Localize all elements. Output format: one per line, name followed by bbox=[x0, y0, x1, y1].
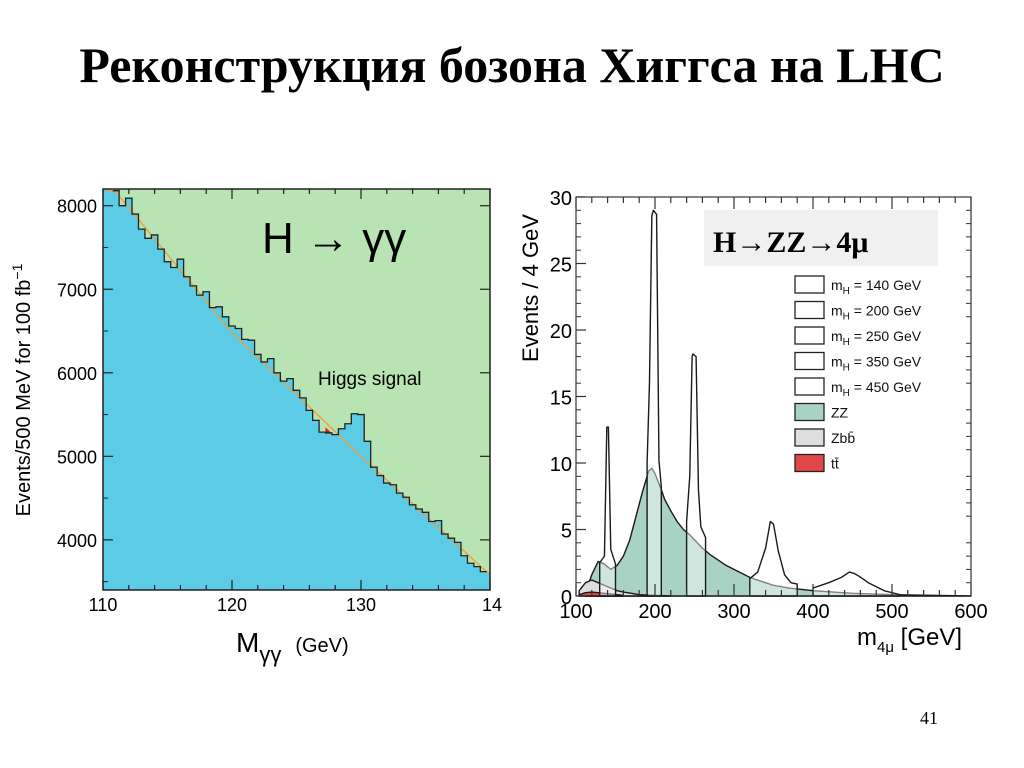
background-fill bbox=[103, 189, 490, 590]
legend-label: m bbox=[831, 303, 843, 319]
legend-label: m bbox=[831, 328, 843, 344]
legend-label: m bbox=[831, 379, 843, 395]
y-tick-label: 20 bbox=[550, 321, 572, 343]
series-tt- bbox=[578, 591, 625, 597]
legend-label-sub: H bbox=[843, 388, 850, 399]
legend-swatch bbox=[794, 453, 825, 473]
legend-swatch bbox=[794, 351, 825, 371]
legend-entry: mH = 250 GeV bbox=[831, 328, 922, 348]
legend-entry: mH = 450 GeV bbox=[831, 379, 922, 399]
left-x-axis-label-main: M bbox=[236, 627, 259, 658]
legend-label-sub: H bbox=[843, 312, 850, 323]
y-tick-label: 5 bbox=[561, 521, 572, 543]
x-axis-ticks: 110 120 130 14 bbox=[89, 189, 502, 615]
x-tick-label: 14 bbox=[482, 595, 502, 615]
y-tick-label: 5000 bbox=[57, 447, 97, 467]
higgs-signal-fill bbox=[325, 413, 378, 477]
legend-value: = 140 GeV bbox=[850, 277, 922, 293]
x-tick-label: 110 bbox=[89, 595, 118, 615]
left-x-axis-label-unit: (GeV) bbox=[295, 635, 348, 657]
legend-entry: Zbb̄ bbox=[831, 430, 855, 446]
left-x-axis-label: Mγγ (GeV) bbox=[236, 627, 349, 667]
right-x-axis-label-unit: [GeV] bbox=[894, 624, 962, 651]
left-x-axis-label-sub: γγ bbox=[259, 642, 281, 667]
right-x-axis-ticks: 100 200 300 400 500 600 bbox=[559, 197, 988, 623]
y-tick-label: 10 bbox=[550, 454, 572, 476]
y-tick-label: 8000 bbox=[57, 197, 97, 217]
right-x-axis-label-main: m bbox=[857, 624, 877, 651]
page-number: 41 bbox=[920, 708, 938, 728]
legend-value: = 200 GeV bbox=[850, 303, 922, 319]
legend-label: m bbox=[831, 354, 843, 370]
legend-label: tt̄ bbox=[831, 456, 839, 472]
y-tick-label: 30 bbox=[550, 188, 572, 210]
legend-swatch bbox=[794, 275, 825, 294]
legend-entry: mH = 200 GeV bbox=[831, 303, 922, 323]
y-tick-label: 25 bbox=[550, 255, 572, 277]
higgs-signal-label: Higgs signal bbox=[318, 369, 422, 390]
x-tick-label: 120 bbox=[217, 595, 247, 615]
x-tick-label: 600 bbox=[954, 601, 987, 623]
y-tick-label: 7000 bbox=[57, 280, 97, 300]
background-region bbox=[103, 189, 490, 590]
y-tick-label: 15 bbox=[550, 388, 572, 410]
h-gamma-gamma-annotation: H → γγ bbox=[262, 214, 406, 263]
legend-label-sub: H bbox=[843, 363, 850, 374]
h-zz-4mu-series bbox=[578, 209, 972, 597]
right-plot-frame bbox=[575, 196, 972, 597]
x-tick-label: 100 bbox=[559, 601, 592, 623]
x-tick-label: 300 bbox=[717, 601, 750, 623]
y-axis-ticks: 4000 5000 6000 7000 8000 bbox=[57, 197, 490, 583]
legend-value: = 450 GeV bbox=[850, 379, 922, 395]
legend-entry: tt̄ bbox=[831, 456, 839, 472]
left-y-axis-label-text: Events/500 MeV for 100 fb bbox=[13, 280, 35, 517]
series-zz bbox=[584, 467, 972, 597]
legend-value: = 350 GeV bbox=[850, 354, 922, 370]
series-m-200-gev bbox=[646, 209, 663, 597]
slide-title: Реконструкция бозона Хиггса на LHC bbox=[79, 37, 945, 93]
legend-label-sub: H bbox=[843, 286, 850, 297]
legend-entry: mH = 350 GeV bbox=[831, 354, 922, 374]
series-m-140-gev bbox=[599, 426, 617, 597]
right-y-axis-ticks: 0 5 10 15 20 25 30 bbox=[550, 188, 971, 609]
legend-label: Zbb̄ bbox=[831, 430, 855, 446]
y-tick-label: 0 bbox=[561, 587, 572, 609]
y-tick-label: 6000 bbox=[57, 364, 97, 384]
annotation-box bbox=[704, 210, 938, 266]
legend-label: m bbox=[831, 277, 843, 293]
series-m-350-gev bbox=[749, 520, 798, 597]
x-tick-label: 130 bbox=[346, 595, 376, 615]
legend-swatch bbox=[794, 377, 825, 396]
right-y-axis-label: Events / 4 GeV bbox=[518, 214, 543, 362]
legend-swatch bbox=[794, 402, 825, 422]
background-fit-line bbox=[102, 188, 491, 576]
y-tick-label: 4000 bbox=[57, 531, 97, 551]
x-tick-label: 200 bbox=[638, 601, 671, 623]
legend-swatch bbox=[794, 300, 825, 320]
right-x-axis-label-sub: 4μ bbox=[877, 639, 894, 656]
legend-label: ZZ bbox=[831, 405, 849, 421]
x-tick-label: 500 bbox=[875, 601, 908, 623]
left-y-axis-label-sup: −1 bbox=[9, 263, 25, 279]
series-m-450-gev bbox=[812, 571, 901, 597]
plot-frame bbox=[102, 188, 491, 591]
data-histogram-line bbox=[112, 190, 487, 573]
legend-swatch bbox=[794, 326, 825, 345]
legend-swatch bbox=[794, 428, 825, 447]
legend-label-sub: H bbox=[843, 337, 850, 348]
h-zz-4mu-annotation: H→ZZ→4μ bbox=[713, 226, 868, 259]
h-gamma-gamma-plot-area bbox=[102, 188, 491, 591]
legend-value: = 250 GeV bbox=[850, 328, 922, 344]
right-x-axis-label: m4μ [GeV] bbox=[857, 624, 962, 656]
series-zbb- bbox=[578, 579, 672, 597]
x-tick-label: 400 bbox=[796, 601, 829, 623]
left-y-axis-label: Events/500 MeV for 100 fb−1 bbox=[9, 263, 35, 516]
legend-entry: ZZ bbox=[831, 405, 849, 421]
legend-entry: mH = 140 GeV bbox=[831, 277, 922, 297]
series-m-250-gev bbox=[685, 353, 707, 597]
